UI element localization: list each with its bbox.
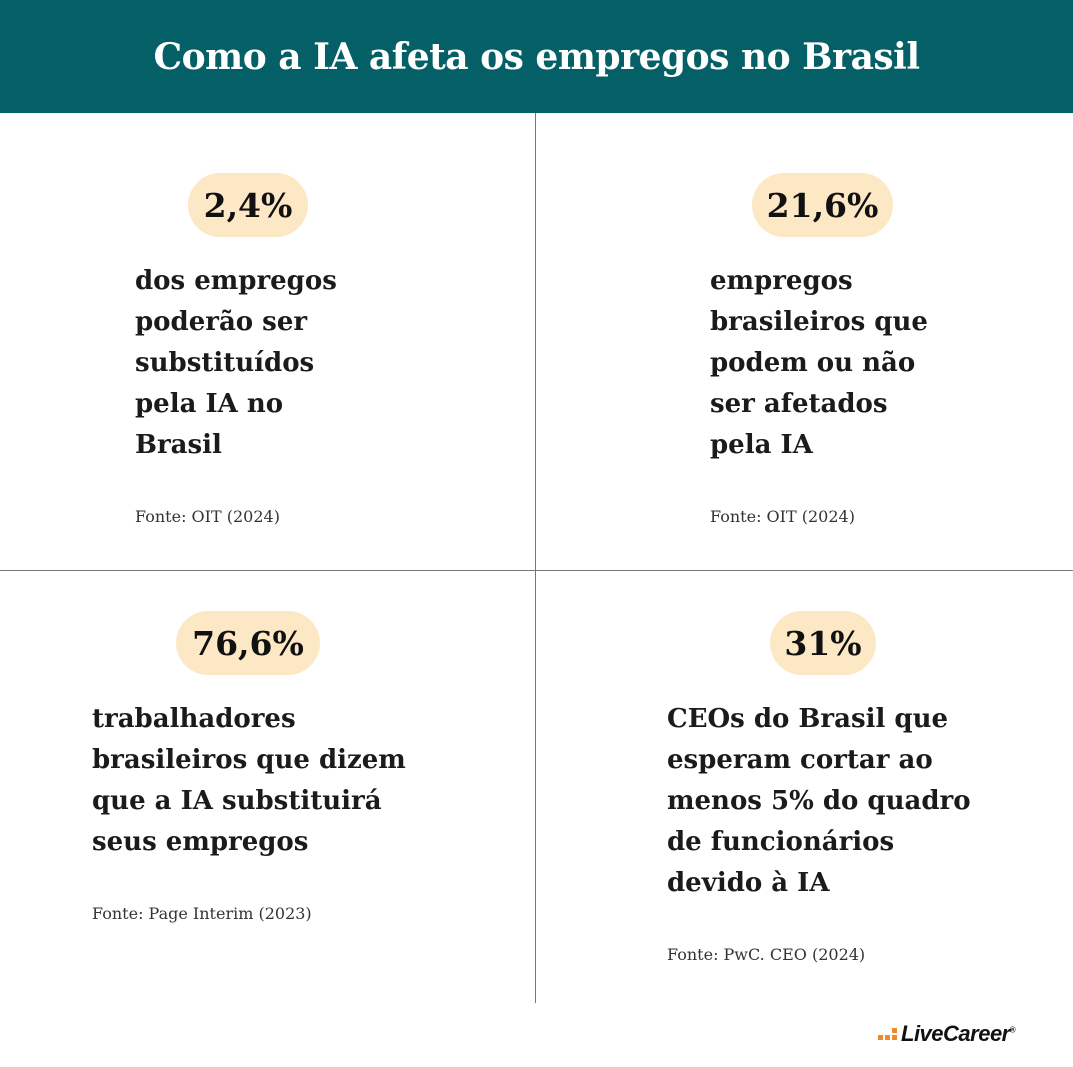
description-line: seus empregos <box>92 827 309 857</box>
stat-description-3: trabalhadores brasileiros que dizem que … <box>92 699 406 863</box>
stat-description-2: empregos brasileiros que podem ou não se… <box>710 261 928 466</box>
livecareer-logo: LiveCareer® <box>878 1020 1016 1048</box>
header-banner: Como a IA afeta os empregos no Brasil <box>0 0 1073 113</box>
stat-badge-4: 31% <box>770 611 876 675</box>
description-line: esperam cortar ao <box>667 745 933 775</box>
description-line: substituídos <box>135 348 315 378</box>
description-line: brasileiros que dizem <box>92 745 406 775</box>
logo-mark-icon <box>878 1028 897 1040</box>
description-line: devido à IA <box>667 868 830 898</box>
stat-description-1: dos empregos poderão ser substituídos pe… <box>135 261 337 466</box>
description-line: brasileiros que <box>710 307 928 337</box>
description-line: poderão ser <box>135 307 308 337</box>
description-line: pela IA <box>710 430 813 460</box>
logo-text: LiveCareer® <box>901 1021 1016 1046</box>
description-line: empregos <box>710 266 853 296</box>
source-note-4: Fonte: PwC. CEO (2024) <box>667 945 866 964</box>
stat-badge-3: 76,6% <box>176 611 320 675</box>
source-note-2: Fonte: OIT (2024) <box>710 507 855 526</box>
description-line: dos empregos <box>135 266 337 296</box>
description-line: Brasil <box>135 430 222 460</box>
page-title: Como a IA afeta os empregos no Brasil <box>153 35 920 78</box>
description-line: CEOs do Brasil que <box>667 704 949 734</box>
source-note-3: Fonte: Page Interim (2023) <box>92 904 312 923</box>
description-line: que a IA substituirá <box>92 786 382 816</box>
vertical-divider <box>535 113 536 1003</box>
description-line: podem ou não <box>710 348 916 378</box>
description-line: menos 5% do quadro <box>667 786 971 816</box>
horizontal-divider <box>0 570 1073 571</box>
description-line: pela IA no <box>135 389 284 419</box>
description-line: trabalhadores <box>92 704 296 734</box>
description-line: ser afetados <box>710 389 888 419</box>
description-line: de funcionários <box>667 827 895 857</box>
source-note-1: Fonte: OIT (2024) <box>135 507 280 526</box>
stat-badge-2: 21,6% <box>752 173 893 237</box>
stat-description-4: CEOs do Brasil que esperam cortar ao men… <box>667 699 971 904</box>
stat-badge-1: 2,4% <box>188 173 308 237</box>
